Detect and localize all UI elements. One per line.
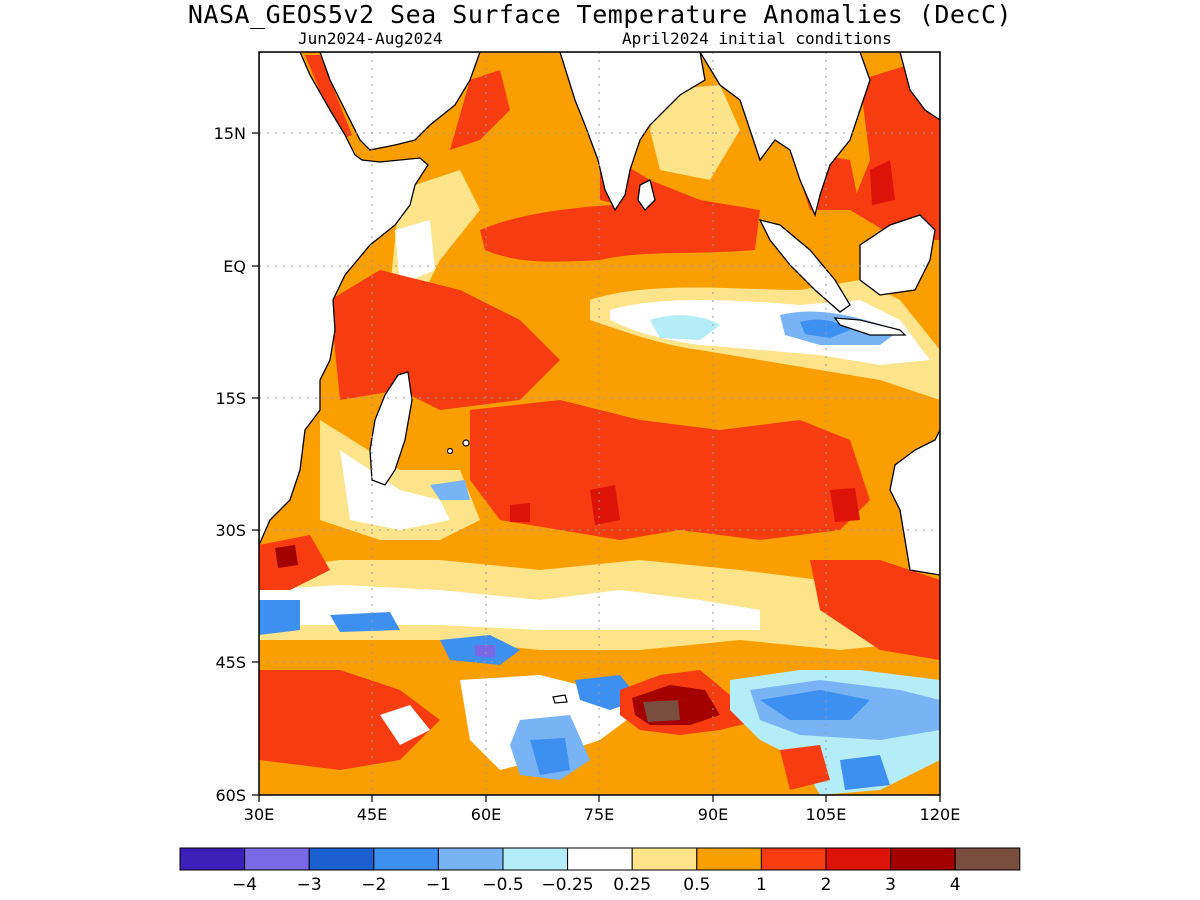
eastern-cool-patch-west (650, 315, 720, 340)
y-axis-labels: 15N EQ 15S 30S 45S 60S (214, 124, 246, 805)
kerguelen (552, 694, 568, 704)
grid-lines (259, 52, 940, 795)
colorbar-swatch (373, 847, 439, 871)
eastern-cool-core (800, 319, 850, 338)
australia (889, 429, 940, 576)
colorbar-label: 0.5 (683, 875, 710, 895)
x-tick-label: 30E (244, 805, 274, 824)
land-layer (259, 52, 940, 704)
axis-ticks (252, 132, 941, 802)
south-central-dark-red-3 (510, 503, 530, 522)
arabian-peninsula (319, 52, 481, 151)
far-south-red-west (259, 670, 440, 770)
y-tick-label: 15S (215, 389, 246, 408)
south-china-sea-dark (870, 160, 895, 205)
y-tick-label: EQ (223, 257, 246, 276)
equatorial-red-band (480, 200, 760, 262)
madagascar (369, 371, 413, 486)
y-tick-label: 15N (214, 124, 246, 143)
central-cool-core (475, 645, 495, 658)
x-tick-label: 60E (471, 805, 501, 824)
red-sea-anomaly (305, 55, 352, 140)
colorbar-label: 1 (756, 875, 767, 895)
colorbar-label: −1 (426, 875, 451, 895)
madagascar-neutral-patch (340, 450, 450, 530)
colorbar-swatch (567, 847, 633, 871)
colorbar-label: 2 (821, 875, 832, 895)
y-tick-label: 60S (215, 786, 246, 805)
northeast-islands (899, 52, 940, 121)
colorbar-swatch (825, 847, 892, 871)
south-central-dark-red-1 (590, 485, 620, 525)
colorbar-swatch (631, 847, 698, 871)
java (833, 317, 907, 336)
madagascar-cool-patch (430, 480, 470, 500)
x-tick-label: 45E (357, 805, 387, 824)
sri-lanka (637, 179, 656, 212)
colorbar-swatch (502, 847, 569, 871)
south-central-red-blob (470, 400, 870, 540)
south-central-dark-red-2 (830, 488, 860, 522)
borneo (859, 214, 936, 296)
map-title: NASA_GEOS5v2 Sea Surface Temperature Ano… (187, 0, 1013, 29)
x-tick-label: 75E (584, 805, 614, 824)
colorbar-swatch (179, 847, 246, 871)
colorbar-swatch (890, 847, 956, 871)
southern-warm-core (643, 700, 680, 722)
colorbar-label: 3 (885, 875, 896, 895)
colorbar-label: −0.25 (542, 875, 594, 895)
indian-subcontinent (559, 52, 706, 212)
southeast-asia-mainland (699, 52, 871, 218)
colorbar-label: 0.25 (613, 875, 651, 895)
bay-of-bengal-light-patch (650, 85, 740, 180)
far-south-neutral-west (380, 705, 430, 745)
x-axis-labels: 30E 45E 60E 75E 90E 105E 120E (244, 805, 961, 824)
period-subtitle: Jun2024-Aug2024 (298, 29, 443, 48)
far-south-cool-core (530, 738, 570, 775)
colorbar-swatch (954, 847, 1021, 871)
x-tick-label: 120E (920, 805, 961, 824)
colorbar-label: −4 (232, 875, 257, 895)
southeast-cool-core-south (840, 755, 890, 790)
initial-conditions-subtitle: April2024 initial conditions (622, 29, 892, 48)
southeast-cool-core (760, 690, 870, 720)
colorbar-label: −3 (297, 875, 322, 895)
southeast-red-dot (780, 745, 830, 790)
arabian-sea-red-strip (450, 70, 510, 150)
arabian-sea-neutral-patch (395, 220, 435, 285)
southwest-dark-core (275, 545, 298, 568)
y-tick-label: 45S (215, 653, 246, 672)
colorbar-label: −2 (361, 875, 386, 895)
mauritius (462, 439, 470, 447)
western-indian-ocean-red (330, 270, 560, 410)
africa-landmass (259, 52, 429, 546)
x-tick-label: 90E (698, 805, 728, 824)
colorbar-swatch (437, 847, 504, 871)
colorbar-swatch (760, 847, 827, 871)
southwest-cool-patch (259, 600, 300, 635)
colorbar-swatch (308, 847, 375, 871)
reunion (446, 447, 454, 455)
colorbar-swatch (696, 847, 762, 871)
y-tick-label: 30S (215, 521, 246, 540)
southwest-cool-patch-2 (330, 612, 400, 632)
colorbar-swatch (244, 847, 310, 871)
x-tick-label: 105E (806, 805, 847, 824)
southeast-red-patch (810, 560, 940, 660)
colorbar-label: 4 (950, 875, 961, 895)
colorbar: −4 −3 −2 −1 −0.5 −0.25 0.25 0.5 1 2 3 4 (179, 847, 1021, 895)
colorbar-label: −0.5 (482, 875, 523, 895)
anomaly-field (259, 52, 940, 795)
